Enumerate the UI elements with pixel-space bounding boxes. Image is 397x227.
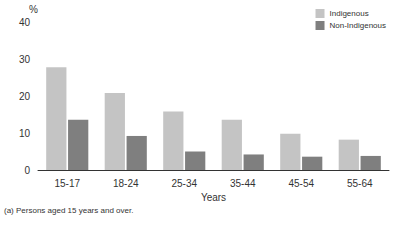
- svg-text:35-44: 35-44: [230, 178, 256, 189]
- svg-text:55-64: 55-64: [347, 178, 373, 189]
- svg-text:18-24: 18-24: [113, 178, 139, 189]
- svg-text:20: 20: [19, 91, 31, 102]
- svg-text:30: 30: [19, 54, 31, 65]
- svg-text:Years: Years: [201, 192, 226, 203]
- svg-text:10: 10: [19, 128, 31, 139]
- svg-text:25-34: 25-34: [171, 178, 197, 189]
- svg-text:Indigenous: Indigenous: [330, 9, 369, 18]
- svg-text:15-17: 15-17: [54, 178, 80, 189]
- svg-text:%: %: [29, 4, 38, 15]
- svg-text:0: 0: [24, 165, 30, 176]
- svg-text:(a) Persons aged 15 years and: (a) Persons aged 15 years and over.: [4, 206, 133, 215]
- svg-text:40: 40: [19, 17, 31, 28]
- svg-text:45-54: 45-54: [288, 178, 314, 189]
- svg-text:Non-Indigenous: Non-Indigenous: [330, 21, 386, 30]
